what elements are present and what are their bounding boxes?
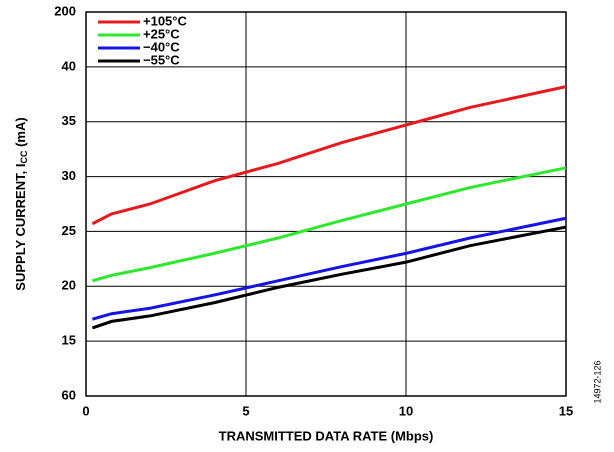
series-line bbox=[91, 216, 567, 321]
x-axis-label: TRANSMITTED DATA RATE (Mbps) bbox=[219, 428, 434, 443]
legend-label: +105°C bbox=[143, 13, 187, 28]
y-tick-label: 25 bbox=[62, 223, 76, 238]
y-tick-label: 15 bbox=[62, 333, 76, 348]
x-tick-label: 0 bbox=[82, 403, 89, 418]
y-tick-label: 200 bbox=[54, 3, 76, 18]
y-axis-label-main: SUPPLY CURRENT, I bbox=[13, 164, 28, 291]
x-tick-label: 15 bbox=[559, 403, 573, 418]
y-tick-label: 40 bbox=[62, 58, 76, 73]
y-tick-label: 20 bbox=[62, 278, 76, 293]
legend-label: +25°C bbox=[143, 26, 180, 41]
plot-frame bbox=[85, 11, 567, 397]
y-axis-label-sub: CC bbox=[19, 150, 29, 163]
series-line bbox=[91, 166, 567, 283]
x-tick-label: 10 bbox=[399, 403, 413, 418]
y-axis-label: SUPPLY CURRENT, ICC (mA) bbox=[13, 117, 29, 290]
legend-label: −55°C bbox=[143, 52, 180, 67]
x-tick-label: 5 bbox=[242, 403, 249, 418]
y-tick-label: 60 bbox=[62, 387, 76, 402]
figure-id: 14972-126 bbox=[592, 360, 602, 403]
series-line bbox=[91, 225, 567, 330]
y-tick-label: 30 bbox=[62, 168, 76, 183]
series-line bbox=[91, 85, 567, 226]
y-axis-label-end: (mA) bbox=[13, 117, 28, 150]
legend-label: −40°C bbox=[143, 39, 180, 54]
y-tick-label: 35 bbox=[62, 113, 76, 128]
